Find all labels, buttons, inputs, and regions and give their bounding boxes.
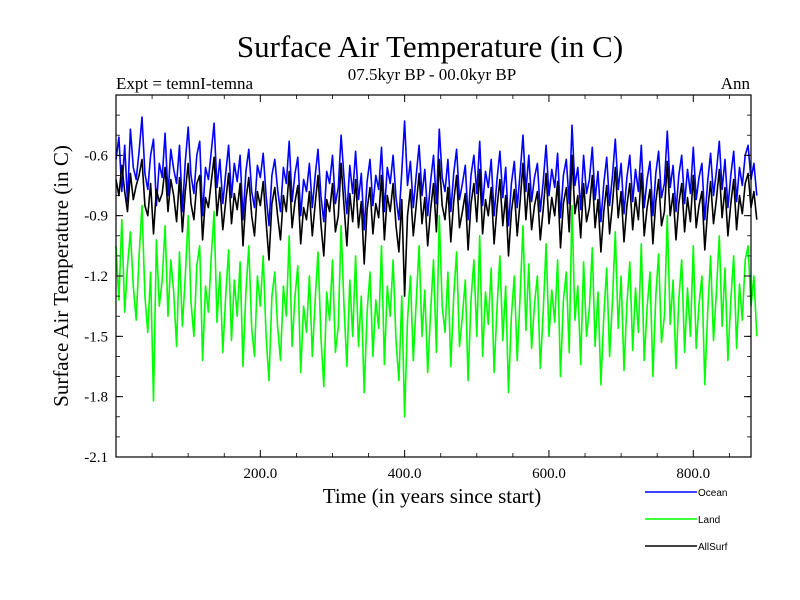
x-tick-label: 800.0 bbox=[676, 466, 710, 482]
y-tick-label: -2.1 bbox=[84, 450, 108, 466]
y-tick-label: -0.9 bbox=[84, 209, 108, 225]
series-line-land bbox=[115, 204, 758, 418]
y-tick-label: -1.8 bbox=[84, 390, 108, 406]
legend: Ocean Land AllSurf bbox=[645, 488, 728, 553]
y-tick-label: -0.6 bbox=[84, 148, 108, 164]
legend-label-land: Land bbox=[698, 515, 720, 526]
legend-label-allsurf: AllSurf bbox=[698, 542, 728, 553]
axes-layer: -2.1 -1.8 -1.5 -1.2 -0.9 -0.6 200.0 400.0 600.0 8… bbox=[84, 94, 751, 482]
y-tick-label: -1.2 bbox=[84, 269, 108, 285]
experiment-label: Expt = temnI-temna bbox=[116, 74, 254, 93]
x-tick-label: 600.0 bbox=[532, 466, 566, 482]
x-axis-label: Time (in years since start) bbox=[323, 484, 542, 508]
series-line-ocean bbox=[115, 116, 758, 231]
series-layer bbox=[115, 116, 758, 418]
period-label: 07.5kyr BP - 00.0kyr BP bbox=[348, 65, 516, 84]
season-label: Ann bbox=[721, 74, 751, 93]
x-tick-label: 400.0 bbox=[388, 466, 422, 482]
series-line-allsurf bbox=[115, 154, 758, 297]
y-axis-label: Surface Air Temperature (in C) bbox=[49, 145, 73, 407]
legend-label-ocean: Ocean bbox=[698, 488, 727, 499]
plot-frame bbox=[115, 94, 752, 458]
chart-title: Surface Air Temperature (in C) bbox=[237, 29, 623, 64]
x-tick-label: 200.0 bbox=[243, 466, 277, 482]
y-tick-label: -1.5 bbox=[84, 329, 108, 345]
